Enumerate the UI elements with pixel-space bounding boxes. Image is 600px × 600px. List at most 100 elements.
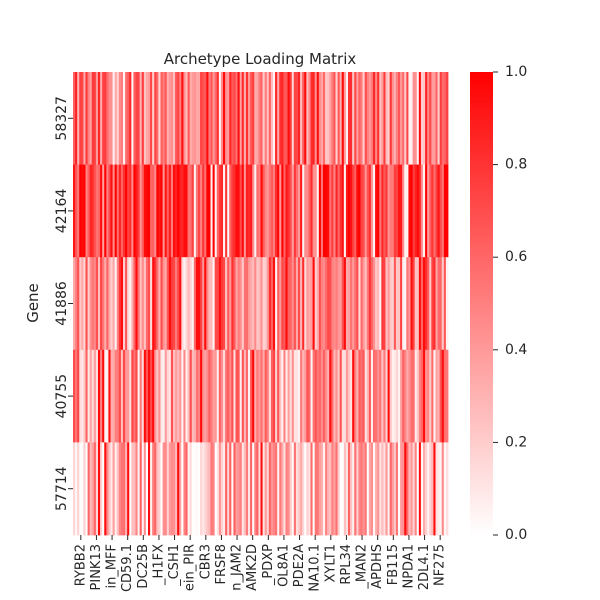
heatmap-cell [264,164,268,258]
heatmap-cell [435,72,438,165]
heatmap-cell [127,257,130,351]
heatmap-cell [391,72,395,165]
heatmap-cell [148,349,151,443]
heatmap-cell [141,164,145,258]
heatmap-cell [135,72,138,165]
heatmap-cell [141,72,145,165]
heatmap-cell [429,72,432,165]
heatmap-cell [348,257,351,351]
heatmap-cell [281,349,284,443]
heatmap-cell [237,349,241,443]
heatmap-cell [420,164,424,258]
heatmap-cell [154,164,157,258]
heatmap-cell [287,442,291,536]
heatmap-cell [162,164,166,258]
heatmap-cell [154,349,157,443]
heatmap-cell [285,349,288,443]
heatmap-cell [77,164,80,258]
heatmap-cell [437,164,441,258]
heatmap-cell [366,257,370,351]
heatmap-cell [152,164,155,258]
heatmap-cell [116,164,120,258]
heatmap-cell [300,349,303,443]
heatmap-cell [127,72,130,165]
heatmap-cell [404,442,407,536]
heatmap-cell [425,164,428,258]
heatmap-cell [214,442,218,536]
heatmap-cell [308,349,311,443]
heatmap-cell [281,164,284,258]
heatmap-cell [164,442,168,536]
heatmap-cell [179,257,182,351]
heatmap-cell [95,257,99,351]
heatmap-cell [414,164,418,258]
x-tick-label: _MAN2 [355,544,370,590]
heatmap-cell [112,257,116,351]
heatmap-cell [77,442,80,536]
heatmap-cell [158,442,161,536]
heatmap-cell [204,72,207,165]
heatmap-cell [202,257,205,351]
heatmap-cell [387,349,391,443]
heatmap-cell [208,257,211,351]
heatmap-cell [341,72,345,165]
heatmap-cell [185,164,188,258]
heatmap-cell [393,257,397,351]
heatmap-cell [102,257,105,351]
heatmap-cell [439,349,443,443]
heatmap-cell [433,164,436,258]
heatmap-cell [331,349,334,443]
heatmap-cell [216,442,220,536]
heatmap-cell [120,72,124,165]
heatmap-cell [412,72,416,165]
heatmap-cell [110,164,113,258]
heatmap-cell [266,257,270,351]
heatmap-cell [362,164,366,258]
heatmap-cell [395,257,399,351]
heatmap-cell [327,164,330,258]
heatmap-cell [206,349,209,443]
heatmap-cell [233,442,236,536]
heatmap-cell [156,164,159,258]
heatmap-cell [73,442,76,536]
heatmap-cell [181,72,184,165]
heatmap-cell [410,442,413,536]
heatmap-cell [277,72,280,165]
heatmap-cell [298,164,301,258]
heatmap-cell [389,164,393,258]
heatmap-cell [254,164,257,258]
heatmap-cell [416,164,420,258]
heatmap-cell [302,164,305,258]
heatmap-cell [341,164,345,258]
heatmap-cell [429,442,432,536]
heatmap-cell [187,442,191,536]
heatmap-cell [164,72,168,165]
heatmap-cell [431,442,434,536]
x-tick-label: AMK2D [245,544,260,591]
heatmap-cell [85,164,88,258]
heatmap-cell [104,72,107,165]
heatmap-cell [435,257,438,351]
heatmap-cell [266,72,270,165]
heatmap-cell [137,164,141,258]
heatmap-cell [406,257,409,351]
heatmap-cell [402,349,405,443]
heatmap-cell [75,257,78,351]
heatmap-cell [287,72,291,165]
heatmap-cell [258,257,261,351]
heatmap-cell [100,349,103,443]
heatmap-cell [233,257,236,351]
heatmap-cell [218,164,222,258]
heatmap-cell [162,72,166,165]
heatmap-cell [387,442,391,536]
heatmap-cell [425,442,428,536]
heatmap-cell [150,442,153,536]
heatmap-cell [445,257,449,351]
heatmap-cell [177,164,180,258]
heatmap-cell [235,257,238,351]
heatmap-cell [379,164,382,258]
heatmap-cell [360,442,363,536]
heatmap-cell [170,349,174,443]
heatmap-cell [254,257,257,351]
y-axis-label: Gene [24,283,42,323]
